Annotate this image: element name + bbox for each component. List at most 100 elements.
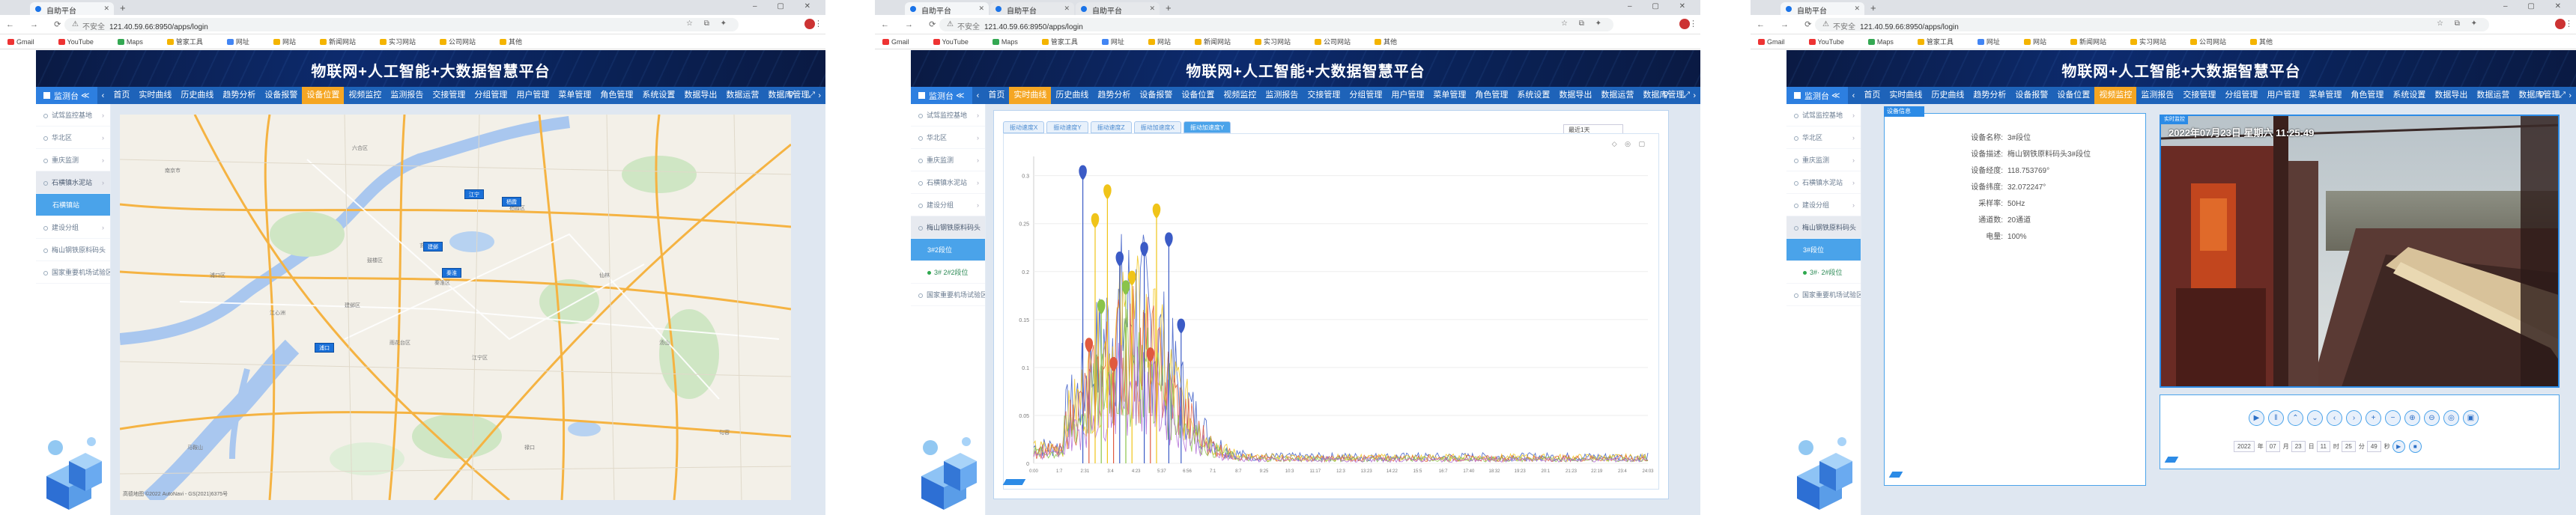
bookmark-item[interactable]: Gmail	[1758, 38, 1797, 46]
time-input[interactable]: 25	[2341, 441, 2356, 452]
menu-item[interactable]: 视频监控	[348, 91, 382, 100]
ptz-control-button[interactable]: ‖	[2268, 410, 2284, 426]
browser-tab[interactable]: 自助平台 ✕	[1781, 2, 1864, 15]
sidebar-item[interactable]: 国家重要机场试验区 ›	[1786, 284, 1861, 306]
bookmark-item[interactable]: 网站	[1148, 37, 1183, 46]
menu-item[interactable]: 设备报警	[264, 91, 298, 100]
menu-item[interactable]: 数据导出	[684, 91, 718, 100]
kebab-menu-icon[interactable]: ⋮	[1689, 19, 1697, 28]
kebab-menu-icon[interactable]: ⋮	[2565, 19, 2573, 28]
menu-item[interactable]: 数据运营	[2476, 91, 2510, 100]
menu-item[interactable]: 首页	[1864, 91, 1881, 100]
bookmark-item[interactable]: Maps	[992, 38, 1030, 46]
menu-item[interactable]: 首页	[113, 91, 130, 100]
sidebar-item[interactable]: 重庆监测 ›	[1786, 149, 1861, 171]
close-tab-icon[interactable]: ✕	[1149, 4, 1155, 12]
ptz-control-button[interactable]: −	[2385, 410, 2401, 426]
menu-item[interactable]: 设备位置	[2057, 91, 2091, 100]
sidebar-item[interactable]: 石横镇站	[36, 194, 110, 216]
peak-marker[interactable]	[1127, 270, 1136, 286]
menu-item[interactable]: 用户管理	[516, 91, 550, 100]
device-marker[interactable]: 秦淮	[442, 268, 461, 278]
time-input[interactable]: 23	[2291, 441, 2306, 452]
sidebar-item[interactable]: 重庆监测 ›	[911, 149, 985, 171]
seek-button[interactable]: ▶	[2392, 440, 2405, 453]
peak-marker[interactable]	[1109, 356, 1118, 372]
map-view[interactable]: 南京市六合区浦口区栖霞区江宁区玄武区秦淮区鼓楼区建邺区雨花台区仙林汤山江心洲禄口…	[120, 115, 791, 500]
omnibox-icons[interactable]: ☆ ⧉ ✦	[685, 19, 731, 28]
bookmark-item[interactable]: Maps	[117, 38, 155, 46]
menu-item[interactable]: 角色管理	[600, 91, 634, 100]
sidebar-item[interactable]: 3#段位	[1786, 239, 1861, 261]
menu-item[interactable]: 用户管理	[1391, 91, 1425, 100]
sidebar-item[interactable]: 国家重要机场试验区 ›	[36, 261, 110, 284]
url-field[interactable]: ⚠ 不安全 121.40.59.66:8950/apps/login ☆ ⧉ ✦	[939, 18, 1613, 31]
device-marker[interactable]: 栖霞	[502, 197, 521, 207]
menu-item[interactable]: 角色管理	[1475, 91, 1509, 100]
kebab-menu-icon[interactable]: ⋮	[814, 19, 822, 28]
home-button[interactable]: 监测台 ≪	[36, 87, 97, 104]
chart-tab[interactable]: 振动速度Z	[1090, 121, 1132, 133]
close-tab-icon[interactable]: ✕	[1064, 4, 1070, 12]
menu-item[interactable]: 交接管理	[432, 91, 466, 100]
menu-item[interactable]: 实时曲线	[1009, 87, 1052, 104]
bookmark-item[interactable]: 其他	[1375, 37, 1409, 46]
peak-marker[interactable]	[1140, 242, 1148, 258]
menu-item[interactable]: 视频监控	[2094, 87, 2137, 104]
new-tab-icon[interactable]: +	[1166, 2, 1172, 13]
chart-toolbox[interactable]: ◇ ◎ ▢	[1611, 140, 1648, 147]
header-tools[interactable]: ⚲ ⤢	[1663, 91, 1696, 100]
menu-item[interactable]: 用户管理	[2267, 91, 2300, 100]
menu-item[interactable]: 历史曲线	[1931, 91, 1965, 100]
omnibox-icons[interactable]: ☆ ⧉ ✦	[1560, 19, 1606, 28]
menu-item[interactable]: 趋势分析	[1097, 91, 1131, 100]
menu-item[interactable]: 菜单管理	[2309, 91, 2342, 100]
menu-item[interactable]: 数据运营	[726, 91, 760, 100]
time-input[interactable]: 49	[2366, 441, 2381, 452]
time-input[interactable]: 2022	[2234, 441, 2255, 452]
home-button[interactable]: 监测台 ≪	[1786, 87, 1848, 104]
sidebar-item[interactable]: 3#· 2#段位	[1786, 261, 1861, 284]
menu-scroll-left-icon[interactable]: ‹	[976, 91, 980, 100]
browser-tab[interactable]: 自助平台 ✕	[1076, 2, 1160, 15]
new-tab-icon[interactable]: +	[1870, 2, 1876, 13]
menu-item[interactable]: 分组管理	[1349, 91, 1383, 100]
peak-marker[interactable]	[1146, 347, 1155, 363]
menu-item[interactable]: 实时曲线	[1889, 91, 1923, 100]
stop-button[interactable]: ■	[2408, 440, 2422, 453]
menu-scroll-right-icon[interactable]: ›	[818, 91, 821, 100]
bookmark-item[interactable]: YouTube	[58, 38, 106, 46]
time-input[interactable]: 07	[2265, 441, 2280, 452]
menu-item[interactable]: 监测报告	[390, 91, 424, 100]
bookmark-item[interactable]: 公司网站	[1314, 37, 1363, 46]
bookmark-item[interactable]: 实习网站	[379, 37, 428, 46]
sidebar-item[interactable]: 华北区 ›	[36, 127, 110, 149]
menu-item[interactable]: 数据库管理	[2518, 91, 2560, 100]
url-field[interactable]: ⚠ 不安全 121.40.59.66:8950/apps/login ☆ ⧉ ✦	[64, 18, 739, 31]
bookmark-item[interactable]: 新闻网站	[2070, 37, 2118, 46]
bookmark-item[interactable]: Gmail	[7, 38, 46, 46]
sidebar-item[interactable]: 石横镇水泥站 ›	[1786, 171, 1861, 194]
peak-marker[interactable]	[1152, 203, 1161, 219]
bookmark-item[interactable]: 管家工具	[1041, 37, 1090, 46]
menu-item[interactable]: 设备报警	[2015, 91, 2049, 100]
menu-item[interactable]: 数据库管理	[1643, 91, 1685, 100]
ptz-control-button[interactable]: ▶	[2249, 410, 2264, 426]
ptz-control-button[interactable]: ⌄	[2307, 410, 2323, 426]
peak-marker[interactable]	[1165, 232, 1173, 248]
video-player[interactable]: 实时监控 2022年07月23日 星期六 11:25:49	[2160, 115, 2560, 388]
ptz-control-button[interactable]: +	[2366, 410, 2381, 426]
ptz-control-button[interactable]: ⌃	[2288, 410, 2303, 426]
browser-tab[interactable]: 自助平台 ✕	[990, 2, 1074, 15]
nav-buttons[interactable]: ← → ⟳ ⌂	[1757, 20, 1840, 29]
menu-item[interactable]: 设备位置	[302, 87, 345, 104]
sidebar-item[interactable]: 石横镇水泥站 ›	[911, 171, 985, 194]
sidebar-item[interactable]: 重庆监测 ›	[36, 149, 110, 171]
sidebar-item[interactable]: 3# 2#2段位	[911, 261, 985, 284]
menu-item[interactable]: 监测报告	[1265, 91, 1299, 100]
menu-item[interactable]: 菜单管理	[558, 91, 592, 100]
close-tab-icon[interactable]: ✕	[978, 4, 984, 12]
bookmark-item[interactable]: 网址	[1977, 37, 2012, 46]
menu-scroll-left-icon[interactable]: ‹	[1852, 91, 1855, 100]
bookmark-item[interactable]: 公司网站	[2189, 37, 2238, 46]
